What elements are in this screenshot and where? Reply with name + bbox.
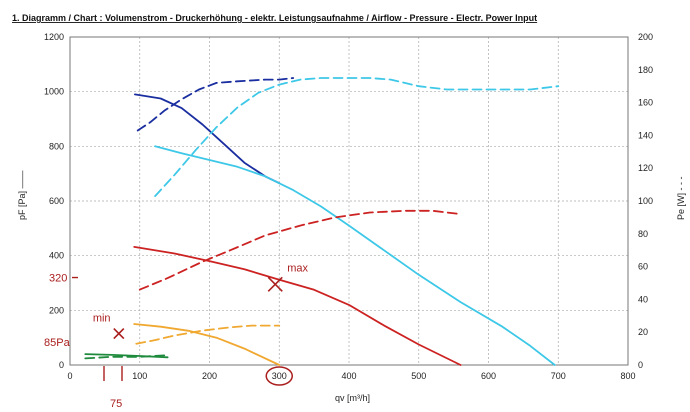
x-axis-ticks: 0 100 200 300 400 500 600 700 800 <box>67 371 635 381</box>
y-axis-right-ticks: 0 20 40 60 80 100 120 140 160 180 200 <box>638 32 653 370</box>
x-axis-label: qv [m³/h] <box>335 393 370 403</box>
y-tick-label-right: 160 <box>638 98 653 108</box>
y-tick-label-left: 1000 <box>44 87 64 97</box>
series-line-1 <box>133 93 281 185</box>
x-tick-label: 200 <box>202 371 217 381</box>
min-label: min <box>93 313 111 325</box>
y-axis-label-left: pF [Pa] —— <box>17 170 27 220</box>
y-tick-label-left: 400 <box>49 251 64 261</box>
flow-75-label: 75 <box>110 398 122 410</box>
y-tick-label-left: 800 <box>49 141 64 151</box>
x-tick-label: 300 <box>272 371 287 381</box>
annotations: max min 320 85Pa 75 <box>44 262 309 410</box>
series-line-10 <box>84 354 169 360</box>
y-tick-label-right: 180 <box>638 65 653 75</box>
y-tick-label-right: 140 <box>638 130 653 140</box>
x-tick-label: 700 <box>551 371 566 381</box>
series-line-9 <box>135 324 281 345</box>
y-axis-label-right: Pe [W] - - - <box>676 177 686 221</box>
x-tick-label: 800 <box>620 371 635 381</box>
y-axis-left-ticks: 0 200 400 600 800 1000 1200 <box>44 32 64 370</box>
x-tick-label: 600 <box>481 371 496 381</box>
series-line-6 <box>136 77 295 132</box>
circled-tick-300 <box>265 366 293 386</box>
x-tick-label: 500 <box>411 371 426 381</box>
y-tick-label-right: 200 <box>638 32 653 42</box>
max-label: max <box>287 262 308 274</box>
y-tick-label-left: 1200 <box>44 32 64 42</box>
y-tick-label-right: 60 <box>638 262 648 272</box>
y-tick-label-right: 100 <box>638 196 653 206</box>
plot-frame <box>69 36 629 366</box>
series-line-3 <box>133 245 462 366</box>
max-marker <box>267 276 283 292</box>
y-tick-label-right: 0 <box>638 360 643 370</box>
y-tick-label-right: 40 <box>638 294 648 304</box>
series-line-2 <box>154 145 556 366</box>
chart-title: 1. Diagramm / Chart : Volumenstrom - Dru… <box>12 13 537 23</box>
x-tick-label: 0 <box>67 371 72 381</box>
series-group <box>84 77 560 366</box>
series-line-4 <box>133 323 281 366</box>
y-tick-label-right: 20 <box>638 327 648 337</box>
series-line-8 <box>138 209 462 291</box>
grid <box>70 37 628 365</box>
min-marker <box>113 328 125 340</box>
series-line-5 <box>84 353 169 359</box>
y-tick-label-left: 200 <box>49 305 64 315</box>
y-tick-label-right: 120 <box>638 163 653 173</box>
y-tick-label-left: 600 <box>49 196 64 206</box>
y-tick-label-left: 0 <box>59 360 64 370</box>
series-line-7 <box>154 77 560 198</box>
x-tick-label: 100 <box>132 371 147 381</box>
pressure-320-label: 320 <box>49 273 67 285</box>
x-tick-label: 400 <box>341 371 356 381</box>
pressure-85-label: 85Pa <box>44 337 71 349</box>
y-tick-label-right: 80 <box>638 229 648 239</box>
